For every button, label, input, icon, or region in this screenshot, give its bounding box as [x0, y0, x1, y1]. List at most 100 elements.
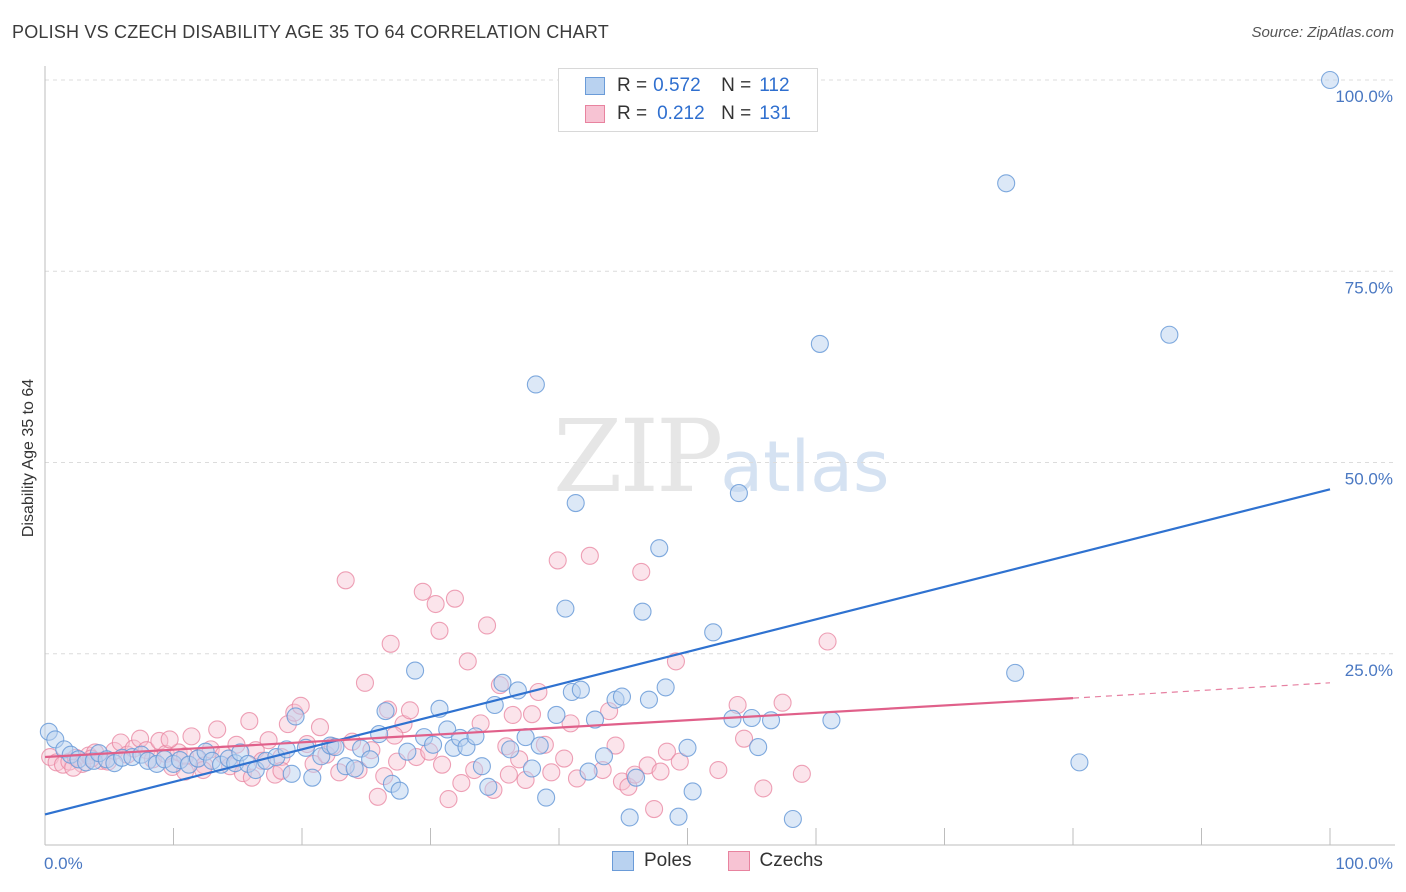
- source-label: Source: ZipAtlas.com: [1251, 24, 1394, 41]
- gridlines: [45, 79, 1395, 655]
- bottom-legend-poles[interactable]: Poles: [612, 850, 692, 872]
- czechs-point: [400, 701, 419, 720]
- poles-point: [594, 747, 614, 766]
- poles-point: [472, 757, 491, 776]
- poles-point: [656, 678, 675, 697]
- czechs-point: [413, 582, 432, 601]
- poles-point: [639, 690, 659, 709]
- czechs-point: [734, 729, 754, 748]
- czechs-point: [336, 571, 355, 590]
- legend-n-label: N =: [721, 75, 752, 96]
- czechs-point: [709, 760, 728, 780]
- czechs-point: [477, 616, 497, 635]
- poles-point: [286, 707, 305, 726]
- legend-box: R = 0.572 N = 112 R = 0.212 N = 131: [558, 68, 818, 132]
- czechs-point: [651, 762, 670, 781]
- czechs-point: [439, 790, 458, 809]
- czechs-point: [452, 773, 471, 793]
- poles-point: [678, 738, 697, 757]
- legend-r-label: R =: [617, 75, 648, 96]
- poles-point: [650, 539, 669, 558]
- poles-points: [39, 70, 1340, 829]
- czechs-points: [41, 546, 837, 819]
- bottom-swatch-poles: [612, 851, 634, 871]
- czechs-point: [433, 755, 452, 774]
- poles-point: [376, 702, 395, 721]
- poles-point: [810, 334, 829, 353]
- watermark-atlas: atlas: [720, 426, 890, 508]
- czechs-point: [670, 752, 689, 771]
- poles-point: [997, 174, 1016, 193]
- poles-point: [466, 727, 485, 746]
- poles-point: [1160, 325, 1179, 344]
- poles-trend-line: [44, 488, 1331, 816]
- legend-n-label: N =: [721, 103, 752, 124]
- y-tick-label: 100.0%: [1335, 87, 1393, 106]
- czechs-point: [542, 763, 561, 782]
- czechs-point: [818, 632, 837, 651]
- czechs-point: [522, 705, 542, 724]
- legend-r-value: 0.212: [657, 103, 705, 124]
- czechs-point: [503, 705, 522, 725]
- czechs-point: [555, 749, 574, 768]
- legend-row-poles: R = 0.572 N = 112: [585, 73, 790, 99]
- poles-point: [526, 375, 545, 394]
- czechs-point: [426, 594, 445, 614]
- czechs-point: [182, 727, 201, 746]
- czechs-point: [240, 712, 259, 731]
- poles-point: [1006, 663, 1025, 682]
- poles-point: [501, 740, 520, 759]
- tick-labels: 25.0% 50.0% 75.0% 100.0% 0.0% 100.0%: [44, 87, 1393, 873]
- poles-point: [571, 680, 590, 699]
- czechs-point: [580, 546, 599, 565]
- legend-swatch-czechs: [585, 105, 605, 123]
- poles-point: [627, 768, 646, 787]
- poles-point: [556, 599, 575, 618]
- poles-point: [633, 602, 652, 621]
- czechs-point: [458, 652, 477, 671]
- poles-point: [390, 781, 409, 800]
- poles-point: [479, 777, 498, 796]
- czechs-point: [368, 787, 387, 806]
- poles-point: [683, 782, 702, 801]
- legend-row-czechs: R = 0.212 N = 131: [585, 101, 791, 127]
- poles-point: [729, 484, 748, 503]
- czechs-point: [208, 720, 227, 739]
- watermark: ZIPatlas: [553, 398, 889, 515]
- poles-point: [822, 711, 841, 730]
- trend-lines: [44, 488, 1331, 816]
- czechs-point: [430, 621, 449, 640]
- y-tick-label: 25.0%: [1345, 661, 1393, 680]
- bottom-legend-czechs[interactable]: Czechs: [727, 850, 823, 872]
- poles-point: [361, 750, 380, 769]
- czechs-point: [355, 673, 375, 692]
- poles-point: [424, 735, 443, 754]
- czechs-point: [645, 799, 664, 819]
- poles-point: [406, 661, 425, 680]
- legend-n-value: 112: [759, 75, 790, 96]
- czechs-point: [259, 731, 278, 750]
- bottom-legend-label: Poles: [644, 850, 692, 871]
- x-tick-label: 100.0%: [1335, 854, 1393, 873]
- poles-point: [493, 673, 512, 692]
- axes: [44, 66, 1395, 846]
- chart-title: POLISH VS CZECH DISABILITY AGE 35 TO 64 …: [12, 22, 609, 42]
- czechs-point: [310, 718, 330, 737]
- poles-point: [345, 759, 364, 778]
- poles-point: [742, 708, 761, 728]
- czechs-point: [606, 736, 625, 755]
- legend-swatch-poles: [585, 77, 605, 95]
- poles-point: [1070, 753, 1089, 772]
- y-tick-label: 75.0%: [1345, 278, 1393, 297]
- bottom-legend-label: Czechs: [759, 850, 823, 871]
- czechs-point: [548, 551, 567, 570]
- poles-point: [783, 809, 802, 829]
- poles-point: [530, 736, 549, 755]
- czechs-point: [666, 652, 685, 671]
- poles-point: [704, 623, 723, 642]
- poles-point: [749, 738, 768, 757]
- czechs-point: [632, 562, 651, 581]
- poles-point: [522, 759, 542, 778]
- poles-point: [398, 742, 417, 761]
